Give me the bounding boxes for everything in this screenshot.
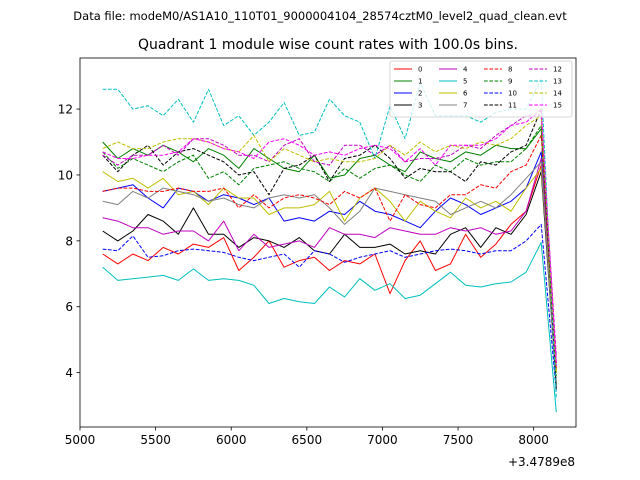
x-tick-label-6000: 6000 xyxy=(216,433,247,447)
legend-label-5: 5 xyxy=(463,78,467,86)
legend-label-9: 9 xyxy=(508,78,512,86)
legend-label-6: 6 xyxy=(463,90,468,98)
series-line-4 xyxy=(102,158,557,363)
series-line-14 xyxy=(102,115,557,373)
legend-label-8: 8 xyxy=(508,66,512,74)
chart-title: Quadrant 1 module wise count rates with … xyxy=(138,37,518,53)
legend-label-7: 7 xyxy=(463,102,467,110)
series-lines xyxy=(102,78,557,413)
y-tick-label-12: 12 xyxy=(58,103,73,117)
x-tick-label-6500: 6500 xyxy=(292,433,323,447)
series-line-15 xyxy=(102,108,557,367)
x-tick-label-8000: 8000 xyxy=(518,433,549,447)
legend-label-13: 13 xyxy=(553,78,562,86)
legend-label-4: 4 xyxy=(463,66,468,74)
chart-suptitle: Data file: modeM0/AS1A10_110T01_90000041… xyxy=(73,9,567,23)
legend-label-12: 12 xyxy=(553,66,562,74)
legend-frame xyxy=(389,60,573,118)
series-line-5 xyxy=(102,242,557,413)
legend-label-1: 1 xyxy=(418,78,422,86)
x-offset-label: +3.4789e8 xyxy=(508,455,575,469)
y-tick-label-10: 10 xyxy=(58,168,73,182)
legend-label-11: 11 xyxy=(508,102,517,110)
y-tick-label-4: 4 xyxy=(65,366,73,380)
series-line-8 xyxy=(102,134,557,370)
legend-label-0: 0 xyxy=(418,66,422,74)
legend-label-3: 3 xyxy=(418,102,422,110)
legend-label-2: 2 xyxy=(418,90,422,98)
series-line-7 xyxy=(102,161,557,390)
series-line-0 xyxy=(102,164,557,363)
x-tick-label-7500: 7500 xyxy=(443,433,474,447)
series-line-12 xyxy=(102,115,557,357)
legend-label-15: 15 xyxy=(553,102,562,110)
plot-area: 5000 5500 6000 6500 7000 7500 8000468101201234… xyxy=(58,57,577,447)
y-tick-label-6: 6 xyxy=(65,300,73,314)
x-tick-label-7000: 7000 xyxy=(367,433,398,447)
series-line-13 xyxy=(102,78,557,400)
x-tick-label-5500: 5500 xyxy=(140,433,171,447)
x-tick-label-5000: 5000 xyxy=(65,433,96,447)
legend-label-14: 14 xyxy=(553,90,562,98)
axes-frame xyxy=(79,57,577,428)
series-line-9 xyxy=(102,125,557,376)
legend-label-10: 10 xyxy=(508,90,517,98)
series-line-3 xyxy=(102,171,557,386)
series-line-10 xyxy=(102,223,557,393)
y-tick-label-8: 8 xyxy=(65,234,73,248)
series-line-6 xyxy=(102,167,557,370)
